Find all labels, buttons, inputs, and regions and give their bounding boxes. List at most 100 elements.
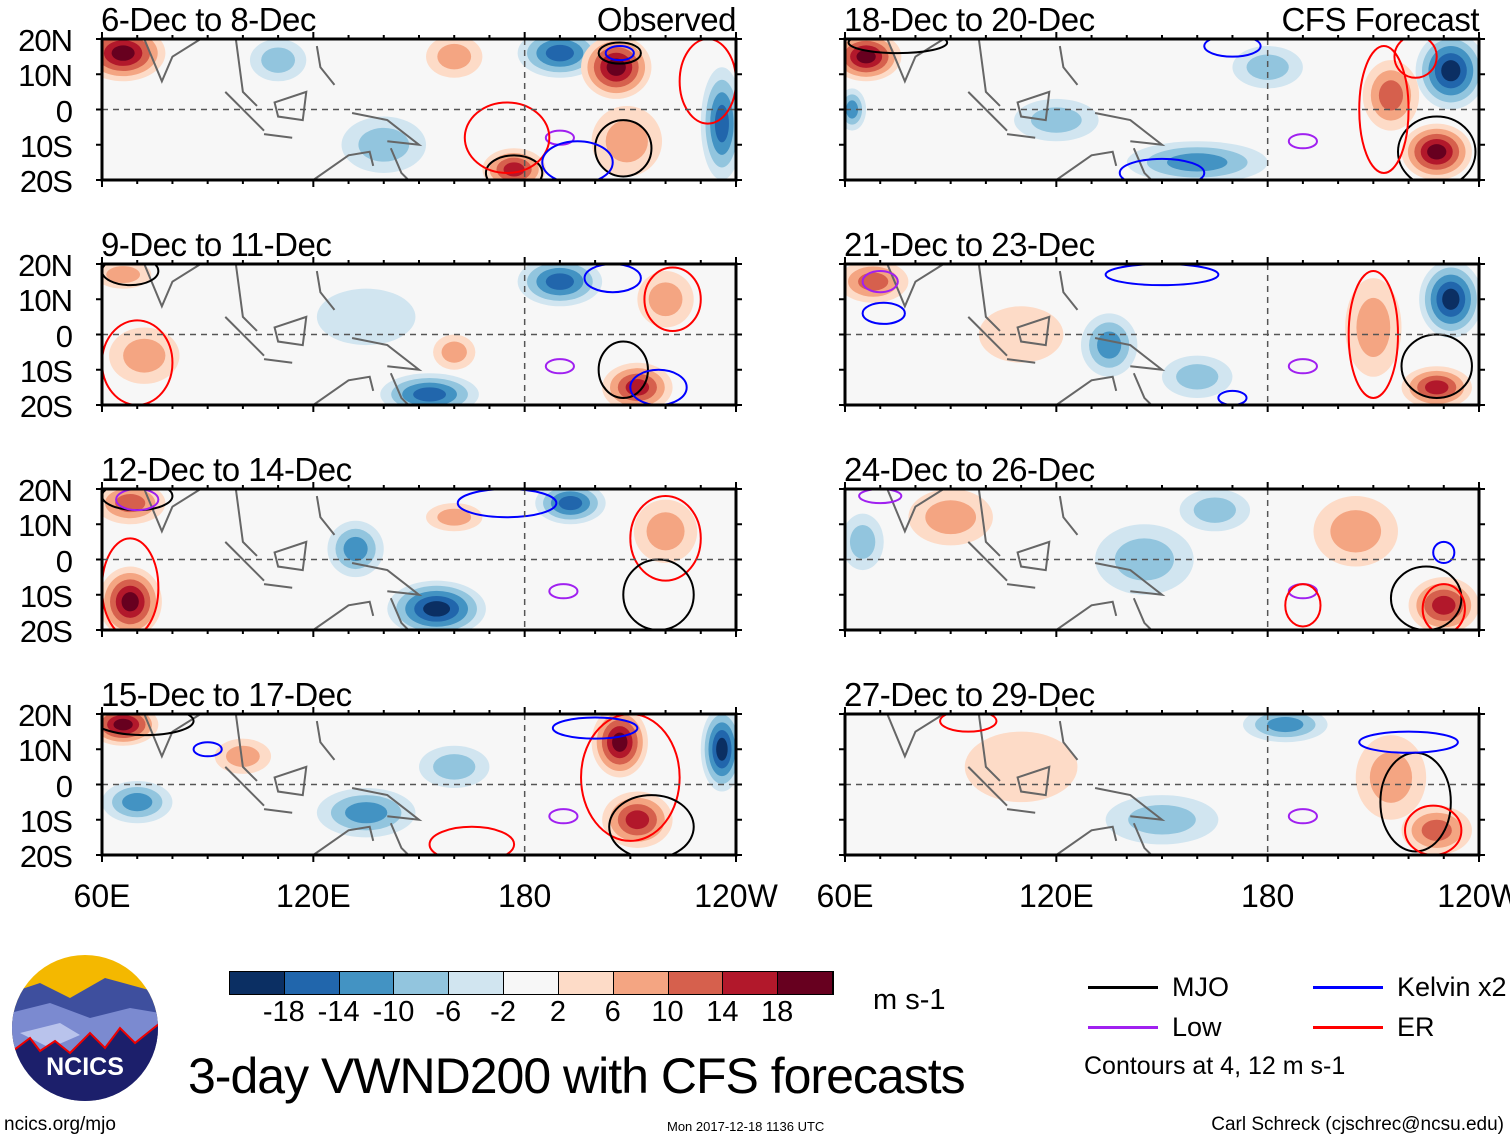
contour-kelvin xyxy=(1118,157,1206,180)
anomaly-shading xyxy=(648,282,683,317)
anomaly-shading xyxy=(122,793,153,812)
anomaly-shading xyxy=(121,592,139,612)
contour-low xyxy=(1287,808,1318,825)
lon-label: 60E xyxy=(816,878,874,914)
colorbar-swatch xyxy=(504,972,559,994)
anomaly-shading xyxy=(123,338,166,373)
colorbar-swatch xyxy=(778,972,833,994)
contour-er xyxy=(629,495,702,582)
contour-low xyxy=(858,489,903,505)
legend-item-kelvin-x2: Kelvin x2 xyxy=(1313,972,1507,1003)
contour-mjo xyxy=(1397,115,1477,180)
anomaly-shading xyxy=(1193,497,1236,523)
map-panel xyxy=(839,707,1485,862)
legend-label: Low xyxy=(1172,1012,1222,1042)
anomaly-shading xyxy=(423,601,451,617)
anomaly-shading xyxy=(606,58,626,76)
contour-mjo xyxy=(622,558,695,630)
lat-label: 10N xyxy=(18,508,73,544)
lat-label: 0 xyxy=(55,93,73,129)
anomaly-shading xyxy=(225,745,260,767)
colorbar-swatch xyxy=(668,972,724,994)
panel-title: 9-Dec to 11-Dec xyxy=(101,226,332,263)
anomaly-shading xyxy=(441,341,467,363)
colorbar-label: -6 xyxy=(435,996,462,1028)
contour-kelvin xyxy=(192,741,223,758)
lat-label: 0 xyxy=(55,543,73,579)
coastline xyxy=(143,489,423,630)
contour-mjo xyxy=(597,340,649,399)
map-panel xyxy=(96,32,742,187)
anomaly-shading xyxy=(345,802,388,824)
logo-text: NCICS xyxy=(46,1053,124,1081)
lat-label: 10N xyxy=(18,283,73,319)
coastline xyxy=(886,489,1166,630)
map-panel xyxy=(839,32,1485,187)
anomaly-shading xyxy=(1246,54,1289,80)
contour-er xyxy=(580,714,681,842)
contour-mjo xyxy=(102,264,160,287)
lat-label: 10S xyxy=(19,353,73,389)
map-panel xyxy=(96,482,742,637)
lon-label: 120W xyxy=(1437,878,1510,914)
contour-kelvin xyxy=(1432,540,1456,565)
footer-url[interactable]: ncics.org/mjo xyxy=(4,1114,116,1135)
footer-timestamp: Mon 2017-12-18 1136 UTC xyxy=(667,1119,825,1134)
anomaly-shading xyxy=(413,387,447,402)
anomaly-shading xyxy=(646,512,685,551)
contour-mjo xyxy=(608,794,695,855)
lat-label: 20N xyxy=(18,23,73,58)
anomaly-shading xyxy=(625,810,650,830)
footer-author: Carl Schreck (cjschrec@ncsu.edu) xyxy=(1211,1114,1504,1135)
colorbar-swatch xyxy=(394,972,450,994)
anomaly-shading xyxy=(1356,297,1391,358)
contour-er xyxy=(1393,39,1438,79)
contour-er xyxy=(1284,583,1322,628)
map-panel xyxy=(96,257,742,412)
panel-title: 12-Dec to 14-Dec xyxy=(101,451,352,488)
contour-low xyxy=(1287,133,1318,150)
lat-label: 10N xyxy=(18,733,73,769)
contour-mjo xyxy=(597,41,642,65)
contour-er xyxy=(428,825,516,855)
anomaly-shading xyxy=(433,754,476,780)
lat-label: 20N xyxy=(18,248,73,283)
anomaly-shading xyxy=(1167,153,1228,172)
colorbar-label: 6 xyxy=(604,996,621,1028)
anomaly-shading xyxy=(1176,364,1219,390)
colorbar-swatch xyxy=(339,972,395,994)
legend-item-er: ER xyxy=(1313,1012,1435,1043)
colorbar-swatch xyxy=(723,972,779,994)
anomaly-shading xyxy=(106,266,141,284)
panel-title: 24-Dec to 26-Dec xyxy=(844,451,1095,488)
units-label: m s-1 xyxy=(873,984,946,1016)
anomaly-shading xyxy=(437,43,472,70)
contour-kelvin xyxy=(1203,39,1262,58)
lon-label: 120E xyxy=(275,878,351,914)
lat-label: 10S xyxy=(19,803,73,839)
anomaly-shading xyxy=(1442,288,1460,310)
anomaly-shading xyxy=(1441,60,1461,82)
map-panel xyxy=(96,707,742,862)
contour-kelvin xyxy=(629,368,688,405)
panel-title: 15-Dec to 17-Dec xyxy=(101,676,352,713)
panel-title: 21-Dec to 23-Dec xyxy=(844,226,1095,263)
contour-er xyxy=(463,101,551,174)
contour-er xyxy=(939,714,998,733)
coastline xyxy=(143,39,423,180)
colorbar-swatch xyxy=(613,972,669,994)
contour-kelvin xyxy=(583,264,642,294)
legend-label: Kelvin x2 xyxy=(1397,972,1507,1002)
anomaly-shading xyxy=(714,104,729,143)
contour-er xyxy=(1421,583,1466,630)
coastline xyxy=(143,264,423,405)
forecast-label: CFS Forecast xyxy=(1281,1,1479,38)
anomaly-shading xyxy=(1378,80,1404,111)
contour-kelvin xyxy=(1358,730,1459,754)
contour-mjo xyxy=(847,39,949,55)
lat-label: 20S xyxy=(19,164,73,199)
colorbar-label: -14 xyxy=(317,996,360,1028)
coastline xyxy=(886,714,1166,855)
anomaly-shading xyxy=(558,496,583,511)
